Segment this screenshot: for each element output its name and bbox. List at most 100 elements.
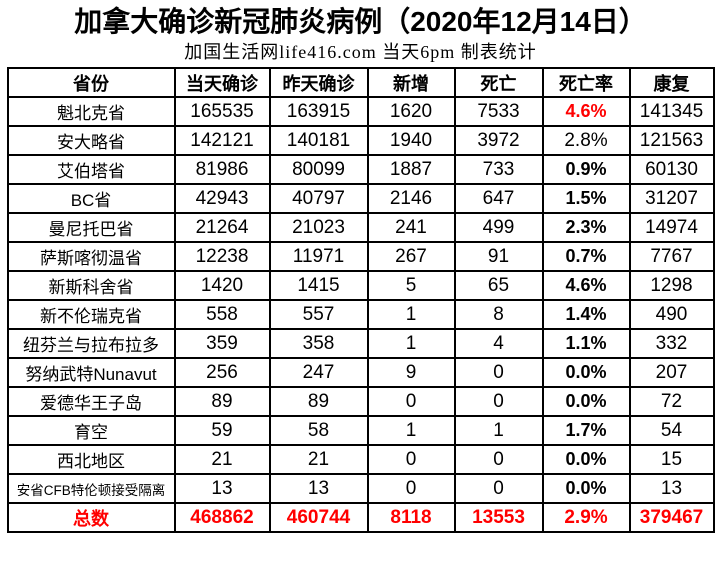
total-value-cell: 468862 bbox=[173, 502, 271, 533]
value-cell: 0 bbox=[453, 386, 544, 417]
table-row: 萨斯喀彻温省 12238 11971 267 91 0.7% 7767 bbox=[6, 241, 715, 272]
value-cell: 647 bbox=[453, 183, 544, 214]
header-cell: 省份 bbox=[6, 67, 176, 98]
province-cell: 爱德华王子岛 bbox=[6, 386, 176, 417]
table-row: 安大略省 142121 140181 1940 3972 2.8% 121563 bbox=[6, 125, 715, 156]
value-cell: 247 bbox=[268, 357, 369, 388]
value-cell: 42943 bbox=[173, 183, 271, 214]
total-label: 总数 bbox=[6, 502, 176, 533]
total-value-cell: 2.9% bbox=[541, 502, 631, 533]
death-rate-cell: 1.4% bbox=[541, 299, 631, 330]
province-cell: 新不伦瑞克省 bbox=[6, 299, 176, 330]
death-rate-cell: 0.0% bbox=[541, 473, 631, 504]
value-cell: 21 bbox=[173, 444, 271, 475]
table-row: 努纳武特Nunavut 256 247 9 0 0.0% 207 bbox=[6, 357, 715, 388]
table-row: 艾伯塔省 81986 80099 1887 733 0.9% 60130 bbox=[6, 154, 715, 185]
value-cell: 499 bbox=[453, 212, 544, 243]
value-cell: 80099 bbox=[268, 154, 369, 185]
value-cell: 9 bbox=[366, 357, 456, 388]
header-cell: 昨天确诊 bbox=[268, 67, 369, 98]
table-header-row: 省份 当天确诊 昨天确诊 新增 死亡 死亡率 康复 bbox=[6, 67, 715, 98]
value-cell: 60130 bbox=[628, 154, 715, 185]
province-cell: 新斯科舍省 bbox=[6, 270, 176, 301]
table-row: 魁北克省 165535 163915 1620 7533 4.6% 141345 bbox=[6, 96, 715, 127]
value-cell: 91 bbox=[453, 241, 544, 272]
value-cell: 3972 bbox=[453, 125, 544, 156]
value-cell: 13 bbox=[268, 473, 369, 504]
table-row: 新斯科舍省 1420 1415 5 65 4.6% 1298 bbox=[6, 270, 715, 301]
value-cell: 1940 bbox=[366, 125, 456, 156]
death-rate-cell: 1.7% bbox=[541, 415, 631, 446]
province-cell: 纽芬兰与拉布拉多 bbox=[6, 328, 176, 359]
value-cell: 0 bbox=[453, 473, 544, 504]
header-cell: 死亡 bbox=[453, 67, 544, 98]
province-cell: 安大略省 bbox=[6, 125, 176, 156]
header-cell: 死亡率 bbox=[541, 67, 631, 98]
province-cell: 魁北克省 bbox=[6, 96, 176, 127]
value-cell: 141345 bbox=[628, 96, 715, 127]
total-value-cell: 13553 bbox=[453, 502, 544, 533]
value-cell: 40797 bbox=[268, 183, 369, 214]
value-cell: 7533 bbox=[453, 96, 544, 127]
death-rate-cell: 2.8% bbox=[541, 125, 631, 156]
value-cell: 58 bbox=[268, 415, 369, 446]
table-row: 育空 59 58 1 1 1.7% 54 bbox=[6, 415, 715, 446]
value-cell: 140181 bbox=[268, 125, 369, 156]
value-cell: 65 bbox=[453, 270, 544, 301]
province-cell: 艾伯塔省 bbox=[6, 154, 176, 185]
value-cell: 89 bbox=[173, 386, 271, 417]
value-cell: 15 bbox=[628, 444, 715, 475]
value-cell: 1298 bbox=[628, 270, 715, 301]
value-cell: 558 bbox=[173, 299, 271, 330]
table-row: 纽芬兰与拉布拉多 359 358 1 4 1.1% 332 bbox=[6, 328, 715, 359]
province-cell: 萨斯喀彻温省 bbox=[6, 241, 176, 272]
province-cell: 曼尼托巴省 bbox=[6, 212, 176, 243]
page-subtitle: 加国生活网life416.com 当天6pm 制表统计 bbox=[184, 42, 537, 62]
value-cell: 8 bbox=[453, 299, 544, 330]
value-cell: 207 bbox=[628, 357, 715, 388]
death-rate-cell: 1.5% bbox=[541, 183, 631, 214]
death-rate-cell: 4.6% bbox=[541, 270, 631, 301]
value-cell: 4 bbox=[453, 328, 544, 359]
value-cell: 267 bbox=[366, 241, 456, 272]
value-cell: 358 bbox=[268, 328, 369, 359]
covid-stats-table: 省份 当天确诊 昨天确诊 新增 死亡 死亡率 康复 魁北克省 165535 163915 1620… bbox=[6, 67, 715, 533]
value-cell: 31207 bbox=[628, 183, 715, 214]
province-cell: 西北地区 bbox=[6, 444, 176, 475]
value-cell: 1 bbox=[366, 299, 456, 330]
value-cell: 241 bbox=[366, 212, 456, 243]
value-cell: 21023 bbox=[268, 212, 369, 243]
value-cell: 733 bbox=[453, 154, 544, 185]
value-cell: 1 bbox=[366, 415, 456, 446]
value-cell: 256 bbox=[173, 357, 271, 388]
death-rate-cell: 0.0% bbox=[541, 386, 631, 417]
value-cell: 0 bbox=[453, 444, 544, 475]
death-rate-cell: 0.7% bbox=[541, 241, 631, 272]
province-cell: 努纳武特Nunavut bbox=[6, 357, 176, 388]
value-cell: 121563 bbox=[628, 125, 715, 156]
total-value-cell: 460744 bbox=[268, 502, 369, 533]
value-cell: 490 bbox=[628, 299, 715, 330]
value-cell: 81986 bbox=[173, 154, 271, 185]
value-cell: 1420 bbox=[173, 270, 271, 301]
death-rate-cell: 4.6% bbox=[541, 96, 631, 127]
value-cell: 1 bbox=[366, 328, 456, 359]
page-title: 加拿大确诊新冠肺炎病例（2020年12月14日） bbox=[74, 6, 647, 37]
header-cell: 当天确诊 bbox=[173, 67, 271, 98]
value-cell: 12238 bbox=[173, 241, 271, 272]
value-cell: 1415 bbox=[268, 270, 369, 301]
value-cell: 0 bbox=[366, 386, 456, 417]
table-total-row: 总数 468862 460744 8118 13553 2.9% 379467 bbox=[6, 502, 715, 533]
value-cell: 142121 bbox=[173, 125, 271, 156]
value-cell: 557 bbox=[268, 299, 369, 330]
header-cell: 新增 bbox=[366, 67, 456, 98]
province-cell: BC省 bbox=[6, 183, 176, 214]
value-cell: 2146 bbox=[366, 183, 456, 214]
value-cell: 21264 bbox=[173, 212, 271, 243]
value-cell: 163915 bbox=[268, 96, 369, 127]
value-cell: 1 bbox=[453, 415, 544, 446]
value-cell: 359 bbox=[173, 328, 271, 359]
table-row: 安省CFB特伦顿接受隔离 13 13 0 0 0.0% 13 bbox=[6, 473, 715, 504]
death-rate-cell: 0.9% bbox=[541, 154, 631, 185]
